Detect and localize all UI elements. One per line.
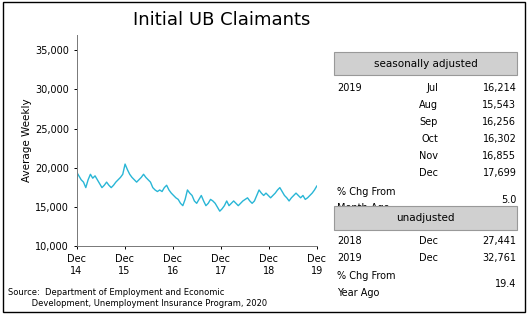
Text: 16,855: 16,855: [483, 151, 516, 161]
Text: 15,543: 15,543: [483, 100, 516, 110]
Text: Initial UB Claimants: Initial UB Claimants: [133, 11, 310, 29]
Text: Source:  Department of Employment and Economic
         Development, Unemploymen: Source: Department of Employment and Eco…: [8, 288, 267, 308]
Text: Jul: Jul: [427, 83, 438, 93]
Text: 2018: 2018: [337, 236, 362, 246]
FancyBboxPatch shape: [334, 206, 517, 230]
Text: Oct: Oct: [421, 134, 438, 144]
Text: 16,256: 16,256: [483, 117, 516, 127]
Text: 2019: 2019: [337, 83, 362, 93]
Text: 17,699: 17,699: [483, 168, 516, 178]
Text: Dec: Dec: [419, 253, 438, 263]
Text: Month Ago: Month Ago: [337, 203, 389, 213]
Text: Aug: Aug: [419, 100, 438, 110]
FancyBboxPatch shape: [3, 2, 525, 312]
Text: 27,441: 27,441: [483, 236, 516, 246]
Text: 32,761: 32,761: [483, 253, 516, 263]
Text: 5.0: 5.0: [501, 195, 516, 205]
Text: % Chg From: % Chg From: [337, 271, 395, 281]
Text: 2019: 2019: [337, 253, 362, 263]
Text: 16,302: 16,302: [483, 134, 516, 144]
Text: Year Ago: Year Ago: [337, 288, 379, 298]
Text: Dec: Dec: [419, 168, 438, 178]
Text: % Chg From: % Chg From: [337, 187, 395, 197]
Text: 19.4: 19.4: [495, 279, 516, 290]
Text: seasonally adjusted: seasonally adjusted: [374, 59, 477, 68]
Text: Nov: Nov: [419, 151, 438, 161]
Text: Dec: Dec: [419, 236, 438, 246]
Y-axis label: Average Weekly: Average Weekly: [22, 99, 32, 182]
Text: 16,214: 16,214: [483, 83, 516, 93]
FancyBboxPatch shape: [334, 52, 517, 75]
Text: unadjusted: unadjusted: [397, 213, 455, 223]
Text: Sep: Sep: [420, 117, 438, 127]
